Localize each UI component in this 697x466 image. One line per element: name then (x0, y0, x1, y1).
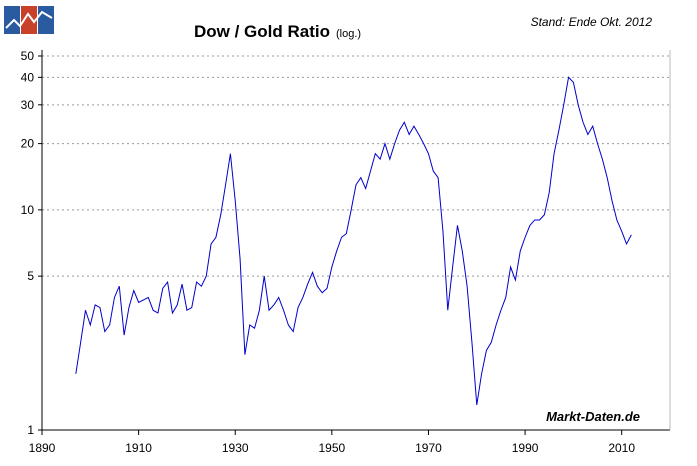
subtitle: Stand: Ende Okt. 2012 (531, 15, 653, 29)
chart-title: Dow / Gold Ratio (194, 22, 330, 41)
x-tick-label: 1930 (222, 441, 249, 455)
y-tick-label: 10 (21, 203, 35, 217)
x-tick-label: 1970 (415, 441, 442, 455)
title-note: (log.) (336, 28, 361, 40)
y-tick-label: 50 (21, 49, 35, 63)
watermark: Markt-Daten.de (546, 409, 640, 424)
x-tick-label: 2010 (608, 441, 635, 455)
y-tick-label: 30 (21, 98, 35, 112)
y-tick-label: 1 (27, 423, 34, 437)
logo (4, 6, 54, 34)
x-tick-label: 1950 (318, 441, 345, 455)
x-tick-label: 1890 (29, 441, 56, 455)
y-tick-label: 20 (21, 137, 35, 151)
y-tick-label: 40 (21, 70, 35, 84)
x-tick-label: 1910 (125, 441, 152, 455)
x-tick-label: 1990 (512, 441, 539, 455)
data-line (75, 76, 632, 405)
y-tick-label: 5 (27, 269, 34, 283)
